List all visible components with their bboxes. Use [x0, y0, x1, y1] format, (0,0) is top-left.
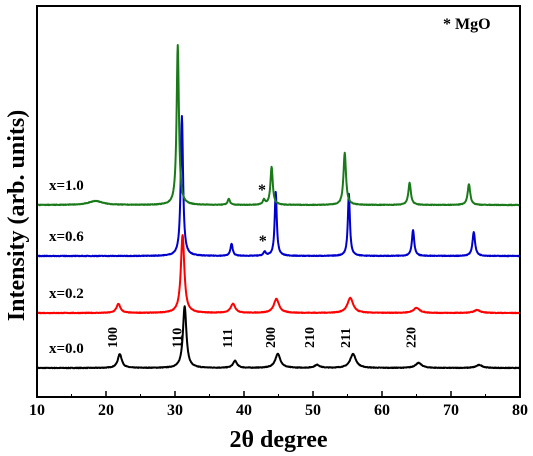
x-axis-title: 2θ degree	[229, 427, 327, 453]
x-tick-label: 30	[167, 402, 183, 419]
hkl-label: 211	[339, 328, 354, 348]
x-tick-label: 80	[512, 402, 528, 419]
series-line	[37, 234, 521, 315]
series-group: x=0.6 *	[37, 114, 521, 258]
series-group: x=1.0 *	[37, 43, 521, 207]
mgo-star-marker: *	[258, 182, 266, 199]
mgo-annotation-note: * MgO	[443, 16, 491, 33]
hkl-label: 100	[106, 327, 121, 348]
series-label: x=0.2	[49, 286, 84, 302]
series-label: x=0.0	[49, 341, 84, 357]
series-line	[37, 114, 521, 258]
x-axis: 10 20 30 40 50 60 70 80	[29, 391, 528, 419]
x-tick-label: 60	[374, 402, 390, 419]
series-label: x=1.0	[49, 178, 84, 194]
x-tick-label: 70	[443, 402, 459, 419]
series-line	[37, 305, 521, 370]
series-group: x=0.2	[37, 234, 521, 315]
hkl-label: 210	[303, 327, 318, 348]
x-tick-label: 10	[29, 402, 45, 419]
hkl-label: 220	[405, 327, 420, 348]
series-group: x=0.0 100 110 111 200 210 211 220	[37, 305, 521, 370]
x-tick-label: 20	[98, 402, 114, 419]
hkl-label: 110	[171, 328, 186, 348]
series-label: x=0.6	[49, 229, 84, 245]
hkl-label: 200	[264, 327, 279, 348]
mgo-star-marker: *	[259, 233, 267, 250]
x-tick-label: 50	[305, 402, 321, 419]
series-line	[37, 43, 521, 207]
hkl-label: 111	[221, 329, 236, 348]
y-axis-title: Intensity (arb. units)	[4, 110, 30, 321]
x-tick-label: 40	[236, 402, 252, 419]
